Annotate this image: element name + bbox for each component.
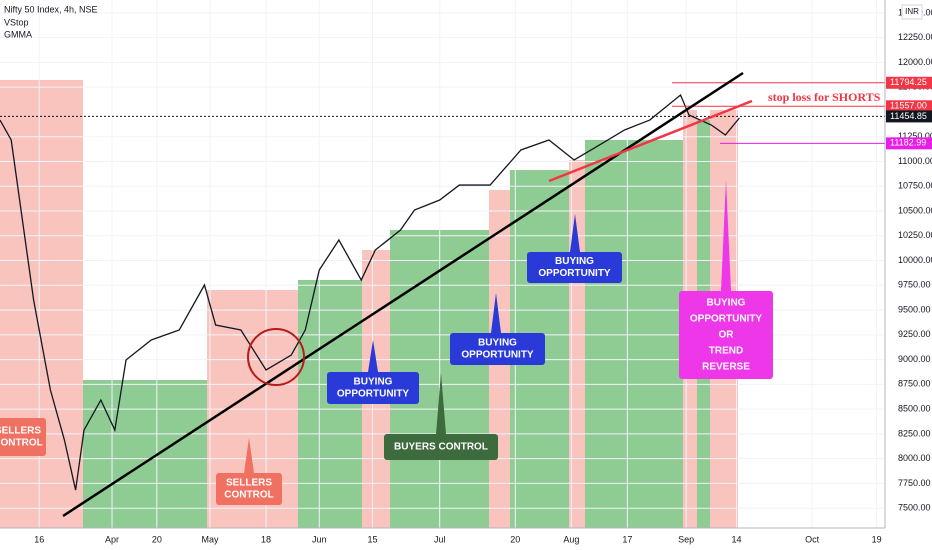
callout-text: OR — [719, 330, 735, 341]
price-tag-label: 11182.99 — [890, 138, 926, 148]
plot — [0, 82, 885, 491]
trend-line — [62, 71, 744, 518]
y-tick-label: 12250.00 — [898, 32, 932, 42]
grid — [0, 0, 885, 528]
callout: BUYING OPPORTUNITY OR TREND REVERSE — [679, 180, 773, 379]
chart-title: Nifty 50 Index, 4h, NSE — [4, 4, 98, 14]
x-tick-label: Jun — [312, 534, 327, 544]
x-tick-label: Jul — [434, 534, 446, 544]
callout-pointer — [491, 293, 501, 333]
callout-text: OPPORTUNITY — [461, 350, 534, 361]
x-tick-label: 20 — [152, 534, 162, 544]
y-tick-label: 8000.00 — [898, 453, 931, 463]
x-tick-label: 15 — [367, 534, 377, 544]
x-tick-label: May — [202, 534, 220, 544]
x-tick-label: 19 — [872, 534, 882, 544]
y-tick-label: 10750.00 — [898, 181, 932, 191]
callout-box — [327, 372, 419, 404]
price-tag — [886, 76, 932, 89]
x-tick-label: 18 — [261, 534, 271, 544]
y-tick-label: 10500.00 — [898, 205, 932, 215]
y-tick-label: 9250.00 — [898, 329, 931, 339]
y-tick-label: 7750.00 — [898, 478, 931, 488]
callout-text: REVERSE — [702, 362, 750, 373]
callout-text: BUYING — [354, 377, 393, 388]
x-tick-label: Oct — [805, 534, 820, 544]
x-tick-label: Apr — [105, 534, 119, 544]
y-tick-label: 10250.00 — [898, 230, 932, 240]
price-tag-label: 11454.85 — [890, 111, 927, 121]
x-tick-label: Sep — [678, 534, 694, 544]
x-tick-label: 20 — [510, 534, 520, 544]
y-tick-label: 11000.00 — [898, 156, 932, 166]
callout-box — [679, 291, 773, 379]
callout-pointer — [721, 180, 731, 291]
highlight-circle — [247, 328, 305, 386]
callout-text: BUYING — [478, 338, 517, 349]
callout-text: BUYING — [707, 298, 746, 309]
callout-pointer — [368, 340, 378, 372]
axes: 7500.00 7750.00 8000.00 8250.00 8500.00 8750.… — [34, 7, 932, 544]
callout-pointer — [436, 373, 446, 434]
callout-text: OPPORTUNITY — [538, 268, 611, 279]
callout-text: CONTROL — [0, 438, 43, 449]
y-tick-label: 8250.00 — [898, 428, 931, 438]
price-tag — [886, 137, 932, 150]
callout-text: SELLERS — [0, 426, 41, 437]
callout-text: BUYING — [555, 256, 594, 267]
y-tick-label: 9750.00 — [898, 280, 931, 290]
stop-line — [548, 99, 753, 183]
x-tick-label: 17 — [622, 534, 632, 544]
y-tick-label: 8750.00 — [898, 379, 931, 389]
y-tick-label: 7500.00 — [898, 503, 931, 513]
callout-pointer — [570, 214, 580, 252]
y-tick-label: 9500.00 — [898, 304, 931, 314]
callout-text: OPPORTUNITY — [337, 389, 410, 400]
callout-text: TREND — [709, 346, 743, 357]
callout-text: OPPORTUNITY — [690, 314, 763, 325]
annotation: stop loss for SHORTS — [768, 90, 881, 104]
callout: BUYERS CONTROL — [384, 373, 498, 460]
x-tick-label: 16 — [34, 534, 44, 544]
y-tick-label: 8500.00 — [898, 404, 931, 414]
callout-box — [527, 252, 622, 283]
callout-text: SELLERS — [226, 478, 272, 489]
x-tick-label: Aug — [563, 534, 579, 544]
callout-box — [450, 333, 545, 365]
price-tag-label: 11557.00 — [890, 101, 927, 111]
price-tag — [886, 100, 932, 113]
callout-text: BUYERS CONTROL — [394, 442, 488, 453]
callout-pointer — [244, 438, 254, 473]
callout-box — [384, 434, 498, 460]
indicator: VStop — [4, 17, 29, 27]
y-tick-label: 12000.00 — [898, 57, 932, 67]
price-tag-label: 11794.25 — [890, 77, 927, 87]
zone — [585, 140, 683, 528]
callout-box — [0, 418, 46, 456]
callout-text: CONTROL — [224, 490, 273, 501]
callout-box — [216, 473, 282, 505]
y-axis-bg — [885, 0, 932, 550]
y-tick-label: 9000.00 — [898, 354, 931, 364]
annotations: SELLERSCONTROLSELLERSCONTROLBUYINGOPPORT… — [0, 90, 881, 505]
price-tag — [886, 110, 932, 123]
x-tick-label: 14 — [732, 534, 742, 544]
indicator: GMMA — [4, 29, 32, 39]
currency: INR — [905, 7, 919, 16]
currency-box — [901, 4, 923, 20]
price-line — [0, 93, 740, 491]
y-tick-label: 11250.00 — [898, 131, 932, 141]
y-tick-label: 10000.00 — [898, 255, 932, 265]
